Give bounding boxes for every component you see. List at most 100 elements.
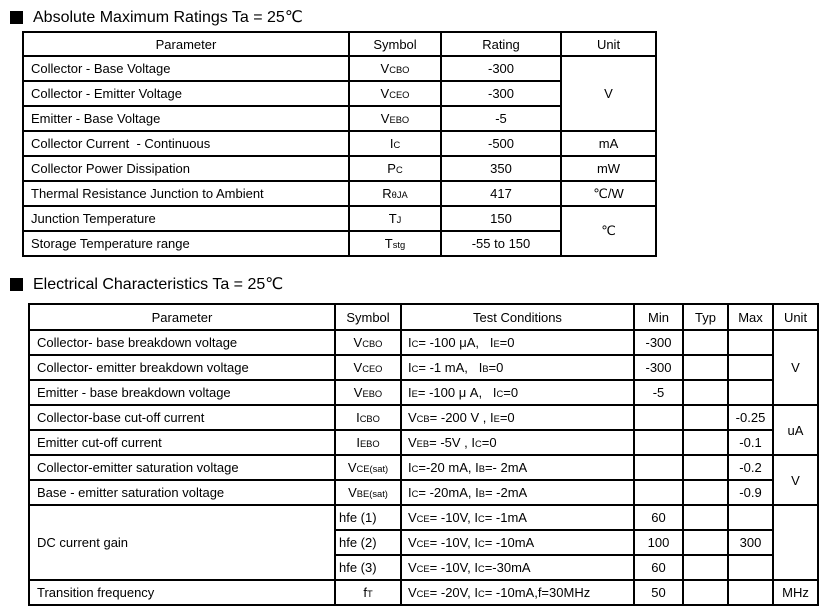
max-cell: -0.2 (727, 454, 774, 481)
elec-char-section-title: Electrical Characteristics Ta = 25℃ (10, 274, 283, 294)
max-cell: 300 (727, 529, 774, 556)
col-header-max: Max (727, 303, 774, 331)
symbol-cell: VCE(sat) (334, 454, 402, 481)
table-row: Collector-base cut-off current ICBO VCB=… (28, 404, 819, 456)
parameter-cell: Junction Temperature (22, 205, 350, 232)
table-row: Collector- emitter breakdown voltage VCE… (28, 354, 818, 381)
symbol-cell: RθJA (348, 180, 442, 207)
unit-cell: mW (560, 155, 657, 182)
typ-cell (682, 454, 729, 481)
parameter-cell: Collector Power Dissipation (22, 155, 350, 182)
symbol-cell: VBE(sat) (334, 479, 402, 506)
max-cell: -0.25 (727, 404, 774, 431)
typ-cell (682, 554, 729, 581)
table-row: Collector - Emitter Voltage VCEO -300 (22, 80, 656, 107)
rating-cell: 417 (440, 180, 562, 207)
unit-cell: V (772, 329, 819, 406)
typ-cell (682, 379, 729, 406)
parameter-cell: Collector- emitter breakdown voltage (28, 354, 336, 381)
rating-cell: -300 (440, 55, 562, 82)
min-cell: 60 (633, 504, 684, 531)
unit-cell: uA (772, 404, 819, 456)
symbol-cell: hfe (3) (334, 554, 402, 581)
typ-cell (682, 329, 729, 356)
rating-cell: -5 (440, 105, 562, 132)
symbol-cell: fT (334, 579, 402, 606)
parameter-cell: Emitter cut-off current (28, 429, 336, 456)
symbol-cell: PC (348, 155, 442, 182)
unit-cell: V (772, 454, 819, 506)
table-row: Collector-emitter saturation voltage VCE… (28, 454, 819, 506)
typ-cell (682, 479, 729, 506)
max-cell (727, 554, 774, 581)
max-cell: -0.9 (727, 479, 774, 506)
unit-cell: mA (560, 130, 657, 157)
conditions-cell: IC= -100 μA, IE=0 (400, 329, 635, 356)
symbol-cell: Tstg (348, 230, 442, 257)
min-cell: 60 (633, 554, 684, 581)
parameter-cell: Collector Current - Continuous (22, 130, 350, 157)
section-title-text: Electrical Characteristics Ta = 25℃ (33, 276, 284, 293)
min-cell (633, 429, 684, 456)
symbol-cell: VCBO (348, 55, 442, 82)
col-header-typ: Typ (682, 303, 729, 331)
table-row: Collector- base breakdown voltage VCBO I… (28, 329, 819, 406)
conditions-cell: VCE= -10V, IC= -1mA (400, 504, 635, 531)
min-cell: -300 (633, 354, 684, 381)
col-header-test-conditions: Test Conditions (400, 303, 635, 331)
parameter-cell: Transition frequency (28, 579, 336, 606)
parameter-cell: Collector- base breakdown voltage (28, 329, 336, 356)
symbol-cell: ICBO (334, 404, 402, 431)
col-header-rating: Rating (440, 31, 562, 57)
min-cell: 100 (633, 529, 684, 556)
rating-cell: 350 (440, 155, 562, 182)
rating-cell: -500 (440, 130, 562, 157)
table-row: Transition frequency fT VCE= -20V, IC= -… (28, 579, 819, 606)
max-cell (727, 504, 774, 531)
parameter-cell: DC current gain (28, 504, 336, 581)
table-row: Collector Current - Continuous IC -500 m… (22, 130, 657, 157)
table-row: Storage Temperature range Tstg -55 to 15… (22, 230, 656, 257)
parameter-cell: Collector-base cut-off current (28, 404, 336, 431)
conditions-cell: VCE= -10V, IC= -10mA (400, 529, 635, 556)
symbol-cell: hfe (2) (334, 529, 402, 556)
typ-cell (682, 529, 729, 556)
table-header-row: Parameter Symbol Test Conditions Min Typ… (28, 303, 819, 331)
table-header-row: Parameter Symbol Rating Unit (22, 31, 657, 57)
symbol-cell: VEBO (348, 105, 442, 132)
symbol-cell: VEBO (334, 379, 402, 406)
symbol-cell: VCEO (334, 354, 402, 381)
parameter-cell: Emitter - Base Voltage (22, 105, 350, 132)
conditions-cell: VCE= -20V, IC= -10mA,f=30MHz (400, 579, 635, 606)
symbol-cell: IC (348, 130, 442, 157)
min-cell (633, 479, 684, 506)
col-header-parameter: Parameter (28, 303, 336, 331)
parameter-cell: Collector - Emitter Voltage (22, 80, 350, 107)
unit-cell (772, 504, 819, 581)
col-header-parameter: Parameter (22, 31, 350, 57)
conditions-cell: VCB= -200 V , IE=0 (400, 404, 635, 431)
abs-max-table: Parameter Symbol Rating Unit Collector -… (22, 31, 657, 257)
unit-cell: MHz (772, 579, 819, 606)
typ-cell (682, 429, 729, 456)
abs-max-section-title: Absolute Maximum Ratings Ta = 25℃ (10, 7, 303, 27)
conditions-cell: IE= -100 μ A, IC=0 (400, 379, 635, 406)
parameter-cell: Emitter - base breakdown voltage (28, 379, 336, 406)
conditions-cell: VEB= -5V , IC=0 (400, 429, 635, 456)
parameter-cell: Base - emitter saturation voltage (28, 479, 336, 506)
symbol-cell: VCBO (334, 329, 402, 356)
conditions-cell: VCE= -10V, IC=-30mA (400, 554, 635, 581)
table-row: Emitter - base breakdown voltage VEBO IE… (28, 379, 818, 406)
table-row: hfe (3) VCE= -10V, IC=-30mA 60 (29, 554, 818, 581)
col-header-symbol: Symbol (334, 303, 402, 331)
parameter-cell: Collector - Base Voltage (22, 55, 350, 82)
rating-cell: -55 to 150 (440, 230, 562, 257)
rating-cell: 150 (440, 205, 562, 232)
typ-cell (682, 504, 729, 531)
min-cell: -300 (633, 329, 684, 356)
symbol-cell: VCEO (348, 80, 442, 107)
min-cell (633, 404, 684, 431)
symbol-cell: hfe (1) (334, 504, 402, 531)
section-bullet-icon (10, 10, 23, 24)
